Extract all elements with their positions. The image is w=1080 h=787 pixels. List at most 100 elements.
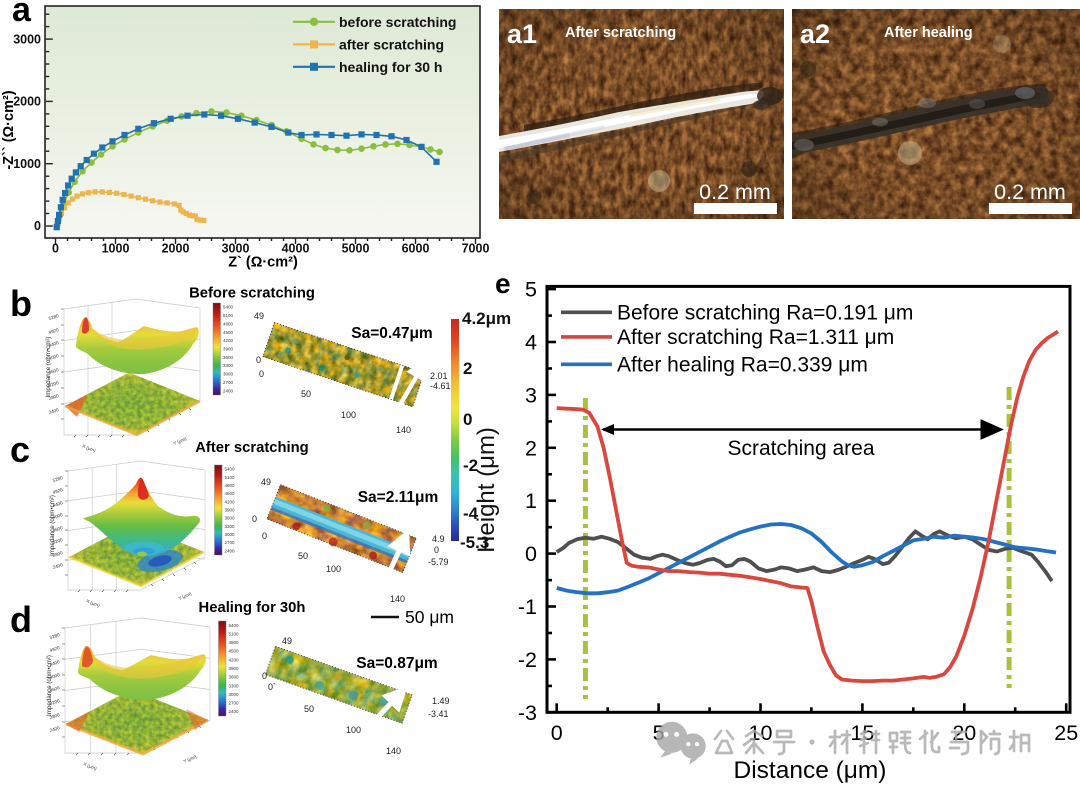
- svg-text:2400: 2400: [49, 725, 61, 733]
- svg-text:-5.3: -5.3: [460, 533, 489, 552]
- svg-text:5280: 5280: [52, 475, 64, 483]
- svg-text:5000: 5000: [342, 242, 370, 256]
- svg-text:4920: 4920: [48, 327, 60, 335]
- svg-text:Impedance (ohm•cm²): Impedance (ohm•cm²): [45, 337, 52, 398]
- svg-text:4800: 4800: [223, 321, 234, 326]
- svg-text:-4.61: -4.61: [430, 381, 451, 391]
- svg-text:0: 0: [525, 542, 537, 566]
- svg-text:3200: 3200: [52, 537, 64, 545]
- svg-text:-2: -2: [518, 648, 537, 672]
- svg-text:3000: 3000: [13, 32, 41, 46]
- svg-text:3900: 3900: [223, 347, 234, 352]
- svg-text:Sa=0.87μm: Sa=0.87μm: [356, 655, 437, 672]
- svg-text:140: 140: [390, 594, 405, 604]
- svg-text:4200: 4200: [229, 657, 240, 662]
- svg-text:a: a: [12, 0, 32, 29]
- svg-text:a2: a2: [800, 19, 830, 49]
- svg-text:Height (μm): Height (μm): [473, 427, 500, 553]
- svg-text:4920: 4920: [49, 645, 61, 653]
- svg-text:4800: 4800: [229, 640, 240, 645]
- svg-text:X (μm): X (μm): [86, 598, 101, 608]
- svg-text:0: 0: [52, 242, 59, 256]
- svg-text:-3: -3: [518, 701, 537, 725]
- svg-text:-1: -1: [518, 595, 537, 619]
- svg-text:Sa=2.11μm: Sa=2.11μm: [358, 489, 439, 506]
- svg-text:3300: 3300: [225, 524, 236, 529]
- svg-text:-5.79: -5.79: [428, 557, 449, 567]
- svg-text:4200: 4200: [223, 338, 234, 343]
- svg-text:a1: a1: [507, 19, 537, 49]
- svg-text:-4: -4: [463, 504, 479, 523]
- svg-text:3900: 3900: [229, 666, 240, 671]
- svg-text:2000: 2000: [162, 242, 190, 256]
- svg-text:4500: 4500: [223, 330, 234, 335]
- svg-text:4000: 4000: [52, 512, 64, 520]
- svg-text:1.49: 1.49: [432, 696, 450, 706]
- svg-text:3600: 3600: [49, 685, 61, 693]
- svg-text:1000: 1000: [13, 157, 41, 171]
- svg-text:4000: 4000: [49, 672, 61, 680]
- svg-text:3000: 3000: [225, 532, 236, 537]
- svg-text:4400: 4400: [49, 659, 61, 667]
- svg-text:4000: 4000: [282, 242, 310, 256]
- svg-text:3: 3: [525, 383, 537, 407]
- svg-text:3200: 3200: [48, 380, 60, 388]
- svg-text:5100: 5100: [223, 313, 234, 318]
- svg-text:d: d: [10, 599, 32, 640]
- svg-text:6000: 6000: [402, 242, 430, 256]
- svg-text:140: 140: [386, 746, 401, 756]
- svg-text:Impedance (ohm•cm²): Impedance (ohm•cm²): [46, 655, 53, 716]
- svg-text:3600: 3600: [225, 516, 236, 521]
- svg-text:After scratching: After scratching: [195, 440, 308, 456]
- svg-text:3300: 3300: [229, 683, 240, 688]
- svg-text:0`: 0`: [268, 682, 276, 692]
- svg-text:50: 50: [298, 551, 308, 561]
- svg-text:5100: 5100: [225, 475, 236, 480]
- svg-text:5400: 5400: [223, 305, 234, 310]
- svg-text:0: 0: [252, 514, 257, 524]
- svg-text:Before scratching Ra=0.191 μm: Before scratching Ra=0.191 μm: [617, 301, 913, 324]
- svg-text:X (μm): X (μm): [83, 761, 98, 771]
- svg-text:50: 50: [301, 389, 311, 399]
- svg-text:4: 4: [525, 331, 537, 355]
- svg-text:After scratching: After scratching: [565, 25, 676, 41]
- svg-text:before scratching: before scratching: [339, 14, 456, 30]
- svg-text:After scratching Ra=1.311 μm: After scratching Ra=1.311 μm: [617, 326, 894, 349]
- svg-text:4500: 4500: [225, 491, 236, 496]
- svg-text:3600: 3600: [52, 525, 64, 533]
- svg-text:3000: 3000: [222, 242, 250, 256]
- svg-text:Y (μm): Y (μm): [178, 591, 193, 601]
- svg-text:Impedance (ohm•cm²): Impedance (ohm•cm²): [49, 495, 56, 556]
- svg-text:c: c: [10, 429, 30, 470]
- svg-text:-3.41: -3.41: [428, 709, 449, 719]
- svg-text:5280: 5280: [49, 632, 61, 640]
- svg-text:Before scratching: Before scratching: [189, 286, 315, 302]
- svg-text:3000: 3000: [229, 692, 240, 697]
- svg-text:2: 2: [463, 359, 472, 378]
- svg-text:1000: 1000: [102, 242, 130, 256]
- svg-text:100: 100: [341, 410, 356, 420]
- svg-text:4000: 4000: [48, 353, 60, 361]
- svg-text:3000: 3000: [223, 372, 234, 377]
- svg-text:2400: 2400: [48, 407, 60, 415]
- svg-text:4200: 4200: [225, 499, 236, 504]
- svg-text:2800: 2800: [49, 712, 61, 720]
- svg-text:3200: 3200: [49, 698, 61, 706]
- svg-text:4.2μm: 4.2μm: [462, 309, 511, 328]
- svg-text:2.01: 2.01: [430, 371, 448, 381]
- svg-text:0: 0: [259, 369, 264, 379]
- svg-text:Y (μm): Y (μm): [173, 436, 188, 446]
- svg-text:Scratching area: Scratching area: [727, 437, 874, 460]
- svg-text:1: 1: [525, 489, 537, 513]
- svg-text:2400: 2400: [229, 709, 240, 714]
- svg-text:3900: 3900: [225, 508, 236, 513]
- svg-text:50 μm: 50 μm: [405, 607, 454, 627]
- svg-text:5100: 5100: [229, 632, 240, 637]
- svg-text:0: 0: [262, 531, 267, 541]
- svg-text:healing for 30 h: healing for 30 h: [339, 59, 442, 75]
- svg-text:49: 49: [282, 636, 292, 646]
- svg-text:e: e: [495, 270, 511, 299]
- svg-text:0: 0: [256, 355, 261, 365]
- svg-text:Distance (μm): Distance (μm): [734, 757, 887, 784]
- svg-text:100: 100: [326, 564, 341, 574]
